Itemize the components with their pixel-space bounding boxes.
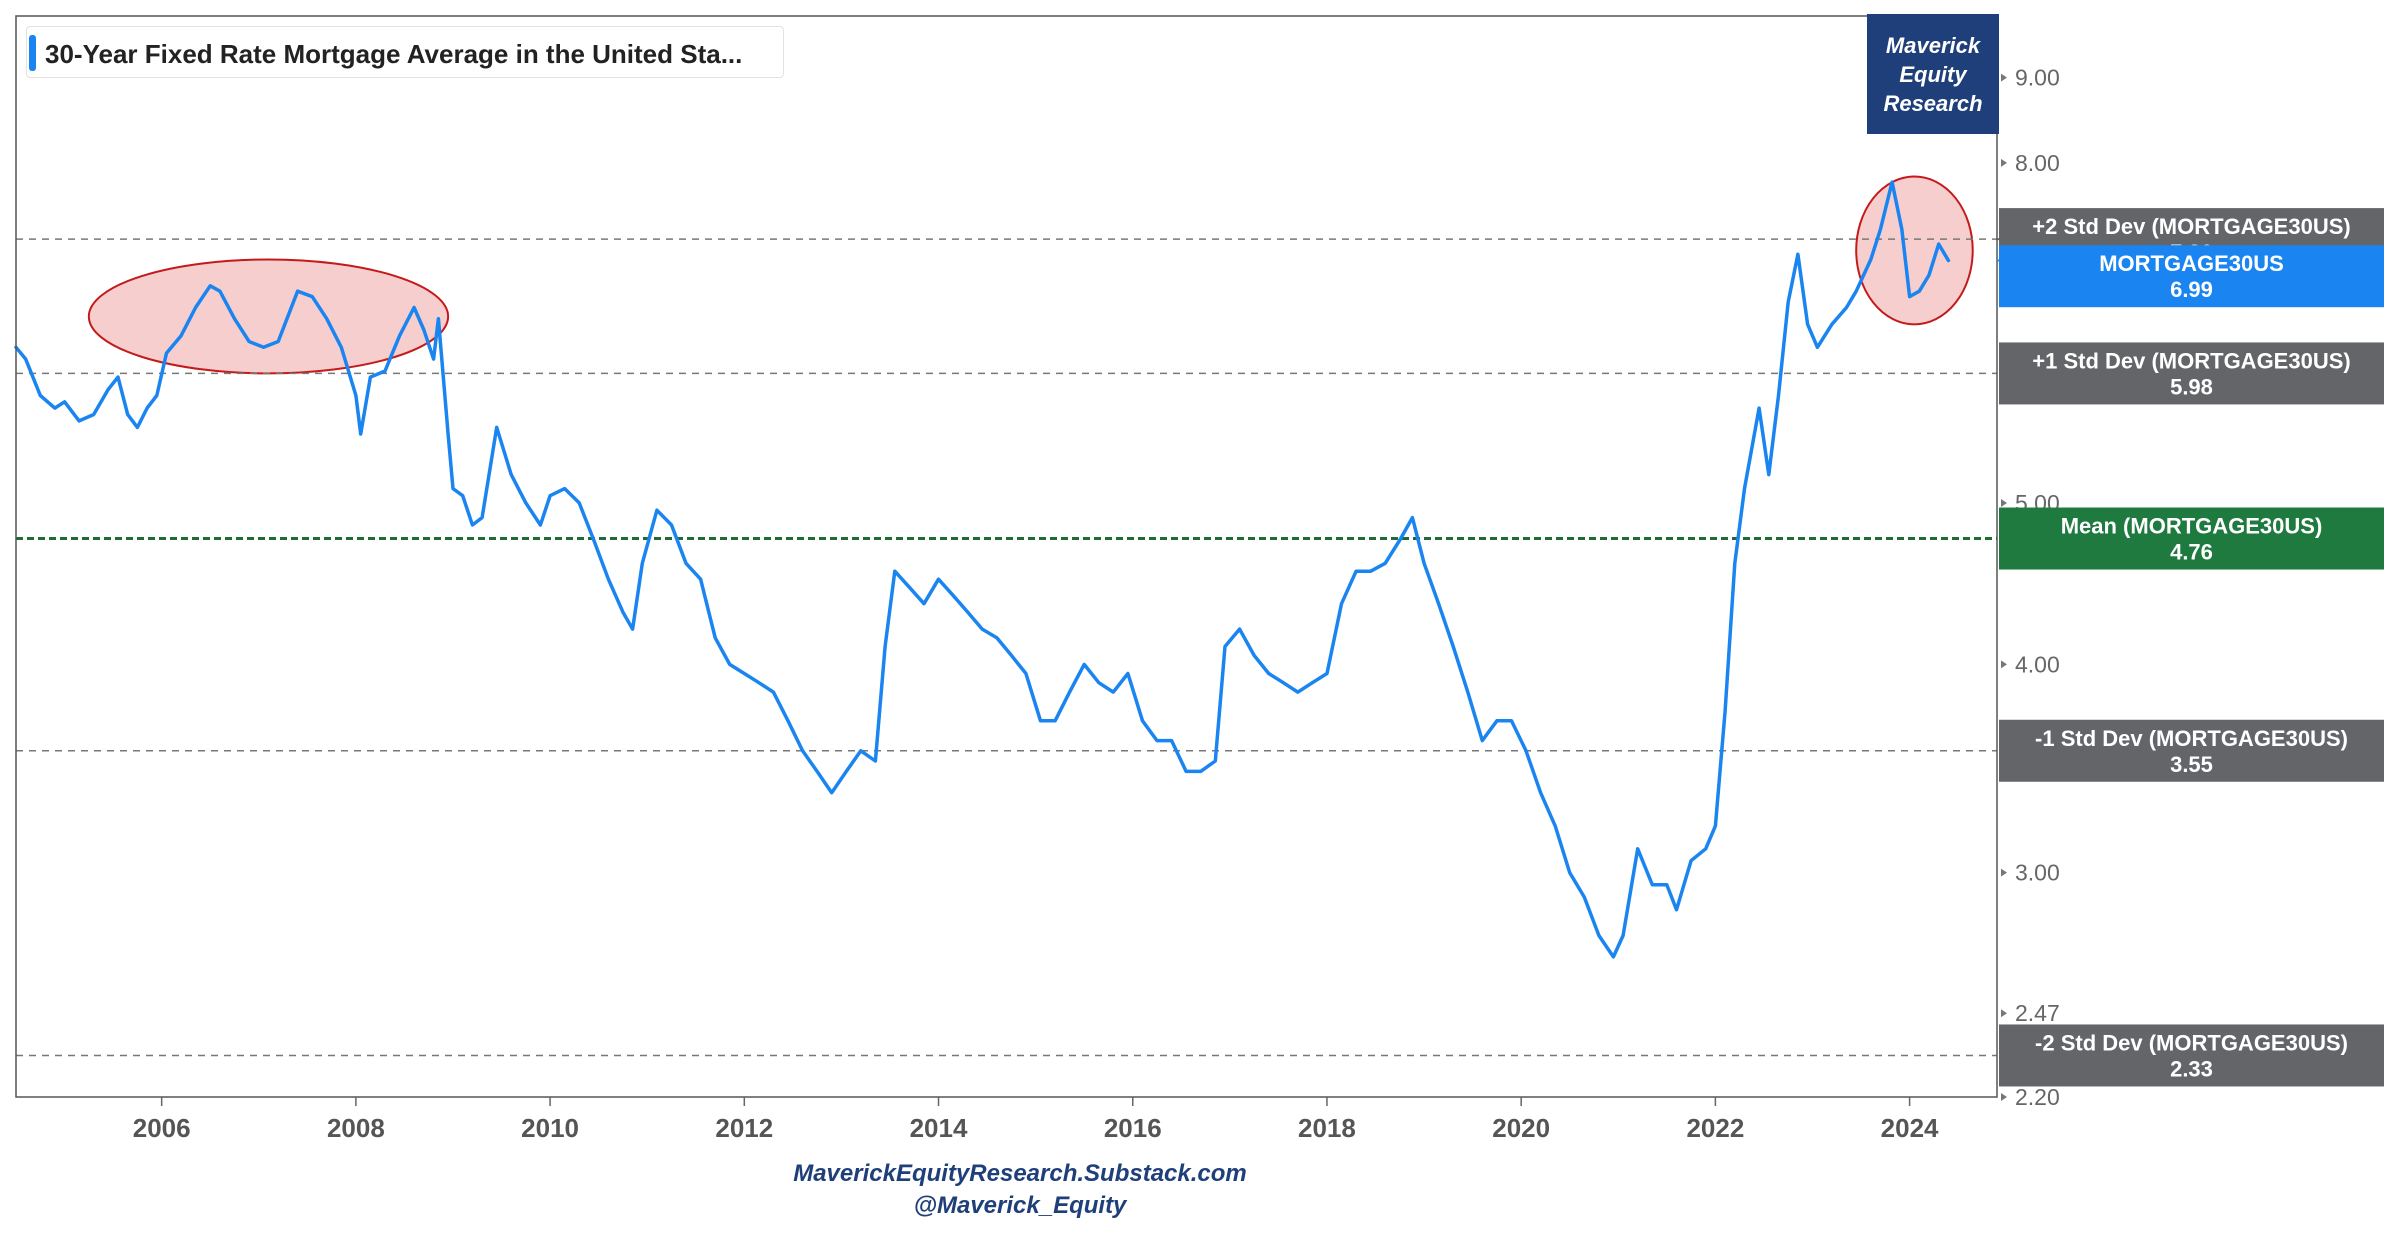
series-line-1	[14, 180, 1951, 959]
y-tick-label-9.00: 9.00	[2015, 65, 2060, 91]
x-tick-label-2006: 2006	[133, 1113, 191, 1143]
x-tick-label-2016: 2016	[1104, 1113, 1162, 1143]
y-tick-label-8.00: 8.00	[2015, 150, 2060, 176]
x-tick-label-2010: 2010	[521, 1113, 579, 1143]
y-tick-mark-8.00	[2001, 158, 2007, 167]
y-tick-mark-5.00	[2001, 498, 2007, 507]
flag-value-4: 3.55	[2170, 752, 2213, 777]
y-tick-mark-2.20	[2001, 1093, 2007, 1101]
credit-site[interactable]: MaverickEquityResearch.Substack.com	[793, 1160, 1247, 1187]
y-tick-label-2.20: 2.20	[2015, 1084, 2060, 1110]
plot-frame	[15, 15, 1998, 1098]
series-layer	[14, 180, 1951, 959]
x-tick-label-2012: 2012	[715, 1113, 773, 1143]
flag-label-2: +1 Std Dev (MORTGAGE30US)	[2032, 348, 2350, 373]
flag-value-last-value: 6.99	[2170, 277, 2213, 302]
right-flag-5: -2 Std Dev (MORTGAGE30US)2.33	[1999, 1024, 2384, 1087]
flag-connector-last-value	[1997, 259, 2014, 278]
highlight-ellipse-1	[87, 258, 450, 375]
x-tick-label-2022: 2022	[1686, 1113, 1744, 1143]
flag-value-5: 2.33	[2170, 1056, 2213, 1081]
flag-label-last-value: MORTGAGE30US	[2099, 251, 2284, 276]
chart-title: 30-Year Fixed Rate Mortgage Average in t…	[45, 39, 743, 69]
y-tick-mark-3.00	[2001, 868, 2007, 877]
y-tick-label-2.47: 2.47	[2015, 1000, 2060, 1026]
y-tick-mark-4.00	[2001, 660, 2007, 669]
right-flags-layer: +2 Std Dev (MORTGAGE30US)7.20+1 Std Dev …	[1997, 208, 2384, 1087]
right-flag-3: Mean (MORTGAGE30US)4.76	[1999, 507, 2384, 570]
flag-box-last-value	[1999, 245, 2384, 308]
x-tick-label-2018: 2018	[1298, 1113, 1356, 1143]
x-tick-label-2024: 2024	[1881, 1113, 1939, 1143]
flag-box-5	[1999, 1024, 2384, 1087]
y-tick-mark-9.00	[2001, 73, 2007, 82]
y-tick-mark-2.47	[2001, 1009, 2007, 1018]
y-tick-label-4.00: 4.00	[2015, 651, 2060, 677]
flag-box-3	[1999, 507, 2384, 570]
legend-swatch	[29, 35, 36, 71]
brand-line-2: Equity	[1899, 61, 1967, 87]
right-flag-4: -1 Std Dev (MORTGAGE30US)3.55	[1999, 719, 2384, 782]
flag-label-3: Mean (MORTGAGE30US)	[2061, 514, 2323, 539]
right-flag-2: +1 Std Dev (MORTGAGE30US)5.98	[1999, 342, 2384, 405]
x-tick-label-2008: 2008	[327, 1113, 385, 1143]
flag-box-4	[1999, 719, 2384, 782]
highlights-layer	[87, 175, 1974, 375]
flag-value-2: 5.98	[2170, 374, 2213, 399]
plot-frame-layer	[15, 15, 1998, 1098]
flag-value-3: 4.76	[2170, 540, 2213, 565]
brand-logo: Maverick Equity Research	[1867, 14, 1999, 134]
flag-label-4: -1 Std Dev (MORTGAGE30US)	[2035, 726, 2348, 751]
brand-line-1: Maverick	[1885, 32, 1981, 58]
credit-handle[interactable]: @Maverick_Equity	[913, 1192, 1127, 1219]
x-tick-label-2014: 2014	[910, 1113, 968, 1143]
reference-lines-layer	[16, 238, 1997, 1057]
y-tick-label-3.00: 3.00	[2015, 860, 2060, 886]
x-tick-label-2020: 2020	[1492, 1113, 1550, 1143]
brand-line-3: Research	[1883, 90, 1983, 116]
flag-label-1: +2 Std Dev (MORTGAGE30US)	[2032, 214, 2350, 239]
legend[interactable]: 30-Year Fixed Rate Mortgage Average in t…	[26, 26, 784, 78]
flag-box-2	[1999, 342, 2384, 405]
flag-label-5: -2 Std Dev (MORTGAGE30US)	[2035, 1030, 2348, 1055]
x-ticks-layer: 2006 2008 2010 2012 2014 2016 2018 2020 2022 2024	[133, 1097, 1939, 1143]
